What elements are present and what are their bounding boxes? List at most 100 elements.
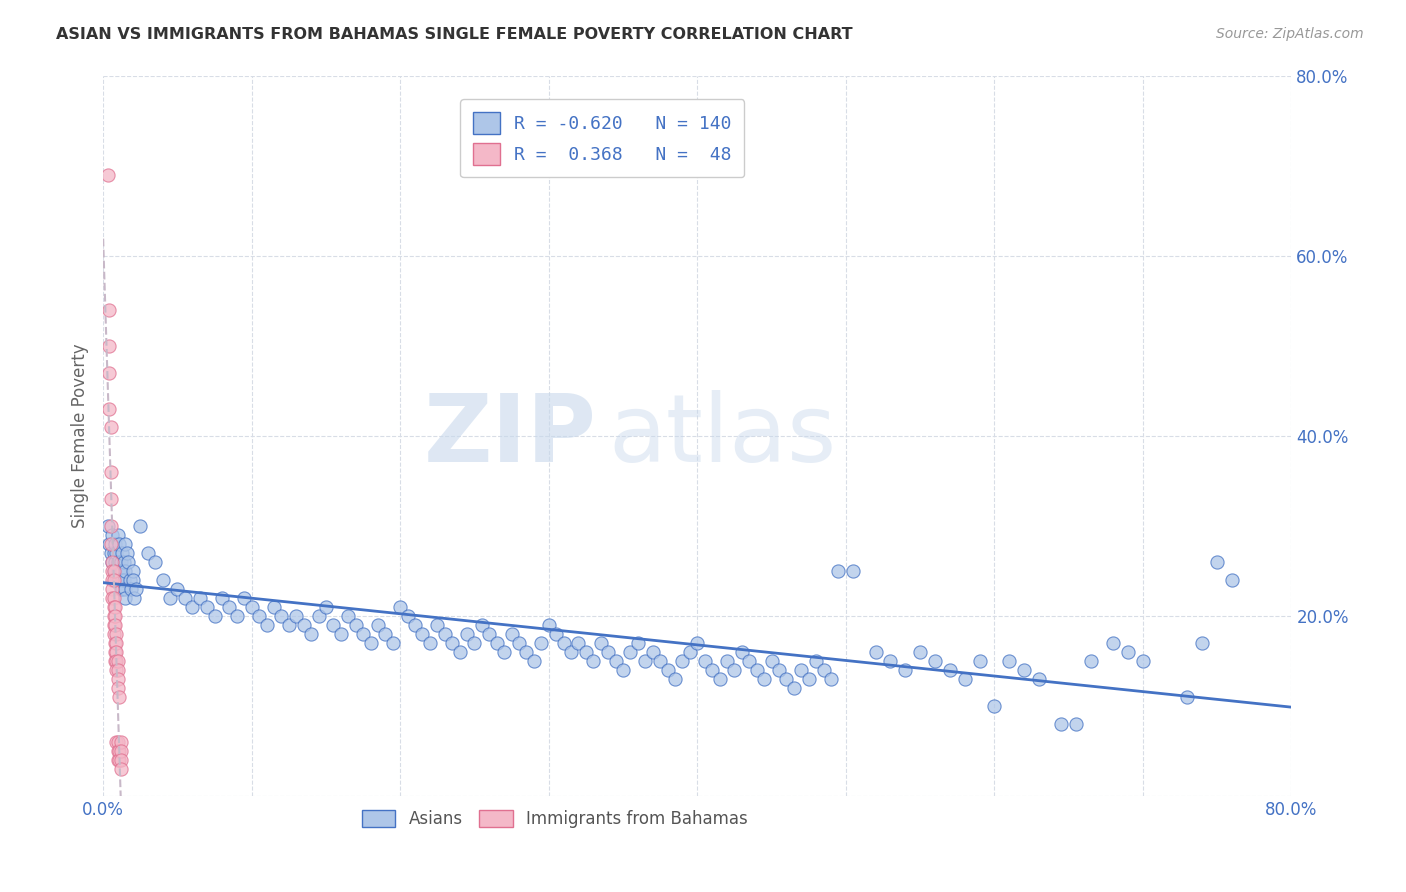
Point [107, 663, 129, 677]
Point [471, 618, 494, 632]
Point [98, 302, 121, 317]
Point [101, 555, 124, 569]
Point [775, 672, 797, 686]
Point [768, 663, 790, 677]
Point [308, 609, 330, 624]
Point [546, 627, 568, 641]
Point [104, 537, 127, 551]
Point [104, 645, 127, 659]
Point [679, 645, 702, 659]
Point [108, 690, 131, 704]
Point [108, 744, 131, 758]
Point [605, 654, 627, 668]
Point [515, 645, 537, 659]
Legend: Asians, Immigrants from Bahamas: Asians, Immigrants from Bahamas [356, 803, 754, 835]
Point [797, 672, 820, 686]
Point [129, 519, 152, 533]
Point [508, 636, 530, 650]
Point [98, 537, 121, 551]
Point [103, 564, 125, 578]
Point [110, 564, 132, 578]
Point [686, 636, 709, 650]
Point [449, 645, 471, 659]
Point [143, 555, 166, 569]
Point [367, 618, 389, 632]
Point [108, 564, 131, 578]
Point [389, 599, 412, 614]
Point [709, 672, 731, 686]
Point [105, 636, 128, 650]
Point [111, 582, 134, 596]
Point [731, 645, 754, 659]
Point [103, 591, 125, 605]
Point [105, 627, 128, 641]
Point [702, 663, 724, 677]
Point [256, 618, 278, 632]
Point [112, 573, 135, 587]
Point [783, 681, 806, 695]
Text: ZIP: ZIP [423, 390, 596, 482]
Point [998, 654, 1021, 668]
Point [820, 672, 842, 686]
Point [924, 654, 946, 668]
Point [111, 546, 134, 560]
Point [485, 636, 508, 650]
Point [98, 339, 121, 353]
Point [101, 528, 124, 542]
Point [693, 654, 716, 668]
Point [173, 591, 195, 605]
Point [125, 582, 148, 596]
Point [105, 645, 128, 659]
Point [745, 663, 768, 677]
Point [233, 591, 256, 605]
Point [104, 654, 127, 668]
Point [103, 627, 125, 641]
Point [337, 609, 360, 624]
Point [98, 401, 121, 416]
Point [120, 582, 142, 596]
Point [100, 537, 122, 551]
Point [98, 366, 121, 380]
Point [115, 546, 138, 560]
Point [315, 599, 337, 614]
Point [100, 465, 122, 479]
Point [114, 564, 136, 578]
Point [969, 654, 991, 668]
Point [292, 618, 315, 632]
Point [218, 599, 240, 614]
Point [752, 672, 775, 686]
Point [411, 627, 433, 641]
Point [110, 735, 132, 749]
Point [1206, 555, 1229, 569]
Point [136, 546, 159, 560]
Point [270, 609, 292, 624]
Point [121, 564, 143, 578]
Point [247, 609, 270, 624]
Point [396, 609, 419, 624]
Point [374, 627, 396, 641]
Point [1132, 654, 1154, 668]
Point [124, 591, 146, 605]
Point [100, 491, 122, 506]
Point [908, 645, 931, 659]
Point [108, 537, 131, 551]
Point [107, 735, 129, 749]
Y-axis label: Single Female Poverty: Single Female Poverty [72, 343, 89, 528]
Point [105, 663, 128, 677]
Point [1116, 645, 1139, 659]
Point [103, 573, 125, 587]
Point [103, 599, 125, 614]
Point [105, 735, 128, 749]
Text: Source: ZipAtlas.com: Source: ZipAtlas.com [1216, 27, 1364, 41]
Point [101, 591, 124, 605]
Point [598, 645, 620, 659]
Point [111, 573, 134, 587]
Point [195, 599, 218, 614]
Point [101, 582, 124, 596]
Point [104, 609, 127, 624]
Point [105, 546, 128, 560]
Point [582, 654, 605, 668]
Point [211, 591, 233, 605]
Point [1050, 717, 1073, 731]
Point [107, 672, 129, 686]
